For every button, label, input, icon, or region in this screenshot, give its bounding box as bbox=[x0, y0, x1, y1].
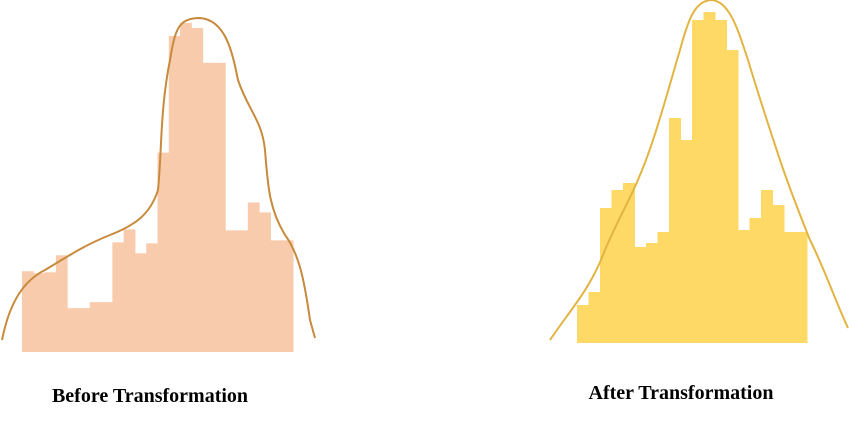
bar bbox=[134, 253, 147, 352]
bar bbox=[634, 247, 647, 343]
bar bbox=[101, 302, 113, 352]
bar bbox=[784, 232, 796, 343]
bar bbox=[78, 308, 91, 352]
bar bbox=[680, 140, 693, 343]
bar bbox=[33, 273, 46, 352]
bar bbox=[213, 62, 226, 353]
bar bbox=[772, 205, 785, 343]
chart-caption: Before Transformation bbox=[52, 385, 248, 407]
bar bbox=[692, 20, 704, 343]
bar bbox=[236, 230, 249, 352]
bar bbox=[588, 292, 601, 343]
bar bbox=[669, 118, 681, 343]
bar bbox=[761, 190, 773, 343]
bar bbox=[44, 272, 57, 352]
bar bbox=[795, 232, 808, 343]
bar bbox=[281, 240, 294, 352]
bar bbox=[703, 12, 716, 343]
chart-caption: After Transformation bbox=[589, 382, 774, 404]
bar bbox=[180, 22, 192, 352]
bar bbox=[259, 212, 271, 352]
bar bbox=[112, 242, 125, 352]
bar bbox=[191, 27, 204, 352]
bar bbox=[657, 232, 670, 343]
bar bbox=[89, 302, 102, 352]
bar bbox=[247, 202, 260, 352]
bar bbox=[646, 243, 658, 343]
bar bbox=[225, 230, 238, 352]
bar bbox=[600, 208, 612, 343]
bar bbox=[67, 308, 79, 352]
bar bbox=[715, 20, 727, 343]
bar bbox=[123, 229, 136, 352]
bar bbox=[726, 50, 739, 343]
bar bbox=[22, 271, 34, 352]
bar bbox=[623, 183, 635, 343]
fitted-curve bbox=[549, 0, 849, 341]
bar bbox=[146, 243, 158, 352]
bar bbox=[202, 62, 215, 353]
bar bbox=[577, 305, 589, 343]
bar bbox=[157, 152, 170, 352]
bar bbox=[738, 230, 750, 343]
bar bbox=[55, 255, 68, 352]
bar bbox=[270, 240, 283, 352]
bar bbox=[168, 35, 181, 352]
bars bbox=[22, 12, 808, 353]
bar bbox=[749, 218, 762, 343]
fitted-curve bbox=[1, 16, 316, 341]
